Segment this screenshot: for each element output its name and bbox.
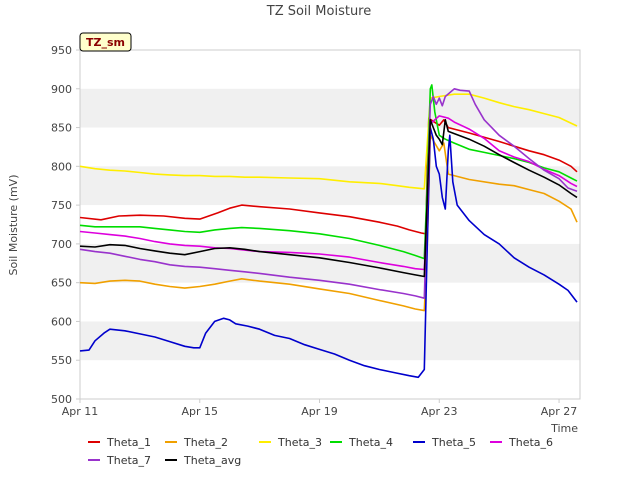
- plot-border: [79, 49, 581, 400]
- series-line-theta-1: [79, 117, 578, 235]
- y-tick-label: 850: [51, 122, 72, 135]
- tz-badge-box: [79, 32, 132, 52]
- y-tick-label: 550: [51, 354, 72, 367]
- legend-item-theta-7: Theta_7: [88, 454, 151, 467]
- series-line-theta-3: [79, 93, 578, 190]
- y-tick-label: 650: [51, 277, 72, 290]
- tz-badge: TZ_sm: [79, 32, 132, 52]
- x-tick-label: Apr 23: [421, 405, 458, 418]
- y-tick-label: 700: [51, 238, 72, 251]
- y-tick-label: 800: [51, 160, 72, 173]
- series-line-theta-avg: [79, 119, 578, 278]
- plot-band: [80, 166, 580, 206]
- legend-label: Theta_4: [348, 436, 393, 449]
- x-axis-label: Time: [550, 422, 578, 435]
- series-line-theta-6: [79, 115, 578, 271]
- plot-band: [80, 88, 580, 128]
- legend-item-theta-4: Theta_4: [330, 436, 393, 449]
- legend-item-theta-1: Theta_1: [88, 436, 151, 449]
- series-lines: [79, 84, 578, 379]
- legend-label: Theta_6: [508, 436, 553, 449]
- y-tick-label: 900: [51, 83, 72, 96]
- plot-frame: [79, 49, 581, 400]
- legend: Theta_1 Theta_2 Theta_3 Theta_4 Theta_5 Theta…: [88, 436, 553, 467]
- legend-label: Theta_1: [106, 436, 151, 449]
- tz-badge-label: TZ_sm: [86, 36, 125, 49]
- legend-label: Theta_7: [106, 454, 151, 467]
- y-axis-label: Soil Moisture (mV): [7, 175, 20, 276]
- chart-title: TZ Soil Moisture: [266, 4, 372, 19]
- y-tick-label: 600: [51, 315, 72, 328]
- legend-label: Theta_2: [183, 436, 228, 449]
- legend-item-theta-avg: Theta_avg: [165, 454, 241, 467]
- x-tick-label: Apr 11: [62, 405, 99, 418]
- y-tick-label: 500: [51, 393, 72, 406]
- y-tick-label: 750: [51, 199, 72, 212]
- x-tick-label: Apr 19: [301, 405, 338, 418]
- legend-item-theta-2: Theta_2: [165, 436, 228, 449]
- plot-band: [80, 321, 580, 361]
- legend-label: Theta_5: [431, 436, 476, 449]
- legend-label: Theta_3: [277, 436, 322, 449]
- x-tick-label: Apr 15: [181, 405, 218, 418]
- y-axis-ticks: 500 550 600 650 700 750 800 850 900 950: [51, 44, 80, 406]
- x-tick-label: Apr 27: [541, 405, 578, 418]
- x-axis-ticks: Apr 11 Apr 15 Apr 19 Apr 23 Apr 27: [62, 399, 578, 418]
- plot-bands: [80, 88, 580, 361]
- legend-label: Theta_avg: [183, 454, 241, 467]
- y-tick-label: 950: [51, 44, 72, 57]
- legend-item-theta-3: Theta_3: [259, 436, 322, 449]
- legend-item-theta-5: Theta_5: [413, 436, 476, 449]
- legend-item-theta-6: Theta_6: [490, 436, 553, 449]
- series-line-theta-5: [79, 126, 578, 379]
- series-line-theta-7: [79, 88, 578, 300]
- series-line-theta-2: [79, 134, 578, 312]
